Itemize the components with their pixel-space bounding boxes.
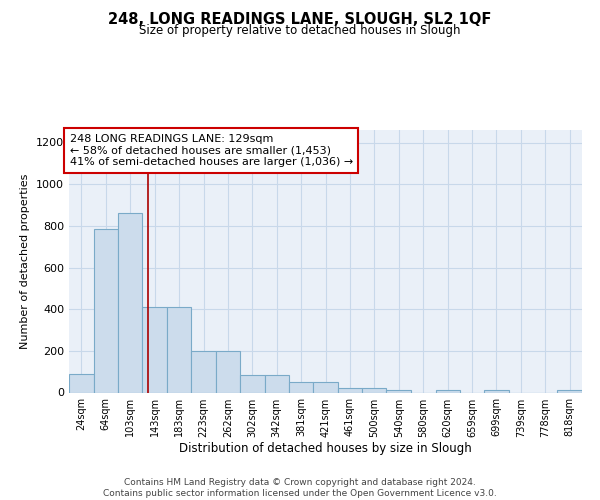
Bar <box>557 390 582 392</box>
Bar <box>167 307 191 392</box>
Bar <box>69 374 94 392</box>
Bar <box>338 388 362 392</box>
Bar <box>289 382 313 392</box>
Bar <box>386 390 411 392</box>
Bar <box>436 390 460 392</box>
Bar <box>240 375 265 392</box>
Bar <box>118 214 142 392</box>
X-axis label: Distribution of detached houses by size in Slough: Distribution of detached houses by size … <box>179 442 472 456</box>
Bar <box>94 229 118 392</box>
Bar <box>265 375 289 392</box>
Bar <box>191 351 216 393</box>
Bar <box>216 351 240 393</box>
Bar <box>313 382 338 392</box>
Text: Size of property relative to detached houses in Slough: Size of property relative to detached ho… <box>139 24 461 37</box>
Y-axis label: Number of detached properties: Number of detached properties <box>20 174 31 349</box>
Bar <box>142 307 167 392</box>
Text: 248 LONG READINGS LANE: 129sqm
← 58% of detached houses are smaller (1,453)
41% : 248 LONG READINGS LANE: 129sqm ← 58% of … <box>70 134 353 167</box>
Bar <box>484 390 509 392</box>
Bar <box>362 388 386 392</box>
Text: Contains HM Land Registry data © Crown copyright and database right 2024.
Contai: Contains HM Land Registry data © Crown c… <box>103 478 497 498</box>
Text: 248, LONG READINGS LANE, SLOUGH, SL2 1QF: 248, LONG READINGS LANE, SLOUGH, SL2 1QF <box>109 12 491 28</box>
